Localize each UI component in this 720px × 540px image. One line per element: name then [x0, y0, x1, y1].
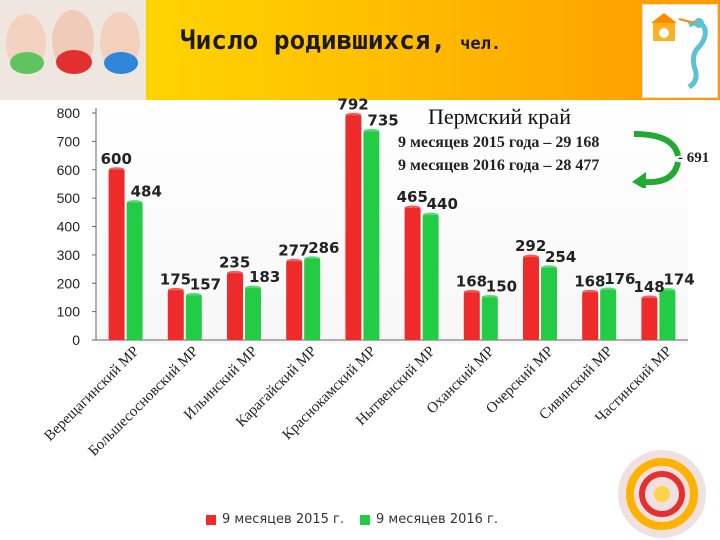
bar-2015	[641, 298, 658, 340]
data-label-2016: 735	[367, 111, 398, 129]
bar-2016	[600, 290, 617, 340]
bar-2016	[363, 131, 380, 340]
data-label-2016: 440	[427, 195, 458, 213]
bar-cap	[363, 128, 380, 134]
bar-2015	[167, 290, 184, 340]
data-label-2015: 277	[278, 241, 309, 259]
bar-cap	[541, 265, 557, 271]
data-label-2015: 148	[633, 278, 664, 296]
legend-label-2016: 9 месяцев 2016 г.	[376, 512, 498, 527]
bar-2015	[404, 208, 421, 340]
legend-swatch-2015	[206, 514, 216, 525]
y-tick-label: 600	[57, 162, 81, 178]
page-title: Число родившихся, чел.	[180, 26, 501, 56]
data-label-2015: 175	[160, 270, 191, 288]
data-label-2015: 600	[101, 150, 132, 168]
bar-cap	[422, 212, 439, 218]
y-tick-label: 0	[72, 332, 80, 348]
data-label-2015: 168	[456, 272, 487, 290]
data-label-2015: 292	[515, 237, 546, 255]
data-label-2015: 235	[219, 253, 250, 271]
y-tick-label: 700	[57, 133, 81, 149]
bar-cap	[126, 200, 143, 206]
bar-cap	[481, 294, 498, 300]
bar-cap	[185, 292, 202, 298]
summary-2016: 9 месяцев 2016 года – 28 477	[398, 157, 600, 174]
data-label-2016: 286	[308, 239, 339, 257]
data-label-2016: 157	[190, 275, 221, 293]
bar-2015	[523, 257, 539, 340]
bar-cap	[641, 295, 658, 301]
bar-2015	[227, 273, 243, 340]
y-tick-label: 400	[57, 219, 81, 235]
title-text: Число родившихся,	[180, 26, 447, 56]
stork-logo-icon	[651, 13, 708, 90]
bar-cap	[286, 258, 303, 264]
bar-2016	[185, 295, 202, 340]
region-label: Пермский край	[428, 104, 571, 129]
y-tick-label: 100	[57, 304, 81, 320]
y-tick-label: 300	[57, 247, 81, 263]
bar-2016	[126, 202, 143, 340]
legend-item-2016: 9 месяцев 2016 г.	[360, 512, 498, 527]
data-label-2016: 176	[604, 270, 635, 288]
legend-swatch-2016	[360, 514, 370, 525]
y-tick-label: 500	[57, 190, 81, 206]
chart-legend: 9 месяцев 2015 г. 9 месяцев 2016 г.	[206, 512, 514, 527]
bar-cap	[245, 285, 261, 291]
bar-2016	[481, 297, 498, 340]
decorative-ornament	[618, 450, 706, 538]
bar-2015	[345, 115, 362, 341]
title-unit: чел.	[460, 34, 502, 54]
bar-2016	[304, 258, 321, 340]
legend-item-2015: 9 месяцев 2015 г.	[206, 512, 344, 527]
header-photo	[0, 0, 146, 100]
data-label-2016: 174	[663, 271, 694, 289]
y-tick-label: 800	[57, 105, 81, 121]
category-label: Верещагинский МР	[42, 344, 143, 445]
bar-2016	[659, 290, 676, 340]
bar-cap	[227, 270, 243, 276]
legend-label-2015: 9 месяцев 2015 г.	[222, 512, 344, 527]
bar-cap	[582, 289, 599, 295]
difference-label: - 691	[678, 150, 710, 166]
bar-cap	[108, 167, 125, 173]
bar-cap	[659, 288, 676, 294]
bar-2016	[422, 215, 439, 340]
bar-2015	[463, 292, 480, 340]
bar-cap	[404, 205, 421, 211]
category-label: Большесосновский МР	[86, 344, 202, 460]
bar-cap	[600, 287, 617, 293]
data-label-2015: 168	[574, 272, 605, 290]
data-label-2016: 254	[545, 248, 576, 266]
bar-cap	[523, 254, 539, 260]
decrease-arrow-icon	[632, 131, 681, 188]
bar-2016	[245, 288, 261, 340]
bar-cap	[167, 287, 184, 293]
bar-cap	[304, 256, 321, 262]
summary-2015: 9 месяцев 2015 года – 29 168	[398, 134, 600, 151]
bar-cap	[463, 289, 480, 295]
bar-2015	[108, 169, 125, 340]
data-label-2016: 484	[131, 183, 162, 201]
bar-2015	[582, 292, 599, 340]
stork-logo	[642, 4, 718, 98]
data-label-2015: 465	[397, 188, 428, 206]
bar-cap	[345, 112, 362, 118]
bar-2016	[541, 267, 557, 340]
bar-2015	[286, 261, 303, 340]
data-label-2016: 150	[486, 277, 517, 295]
y-tick-label: 200	[57, 275, 81, 291]
data-label-2015: 792	[337, 95, 368, 113]
data-label-2016: 183	[249, 268, 280, 286]
